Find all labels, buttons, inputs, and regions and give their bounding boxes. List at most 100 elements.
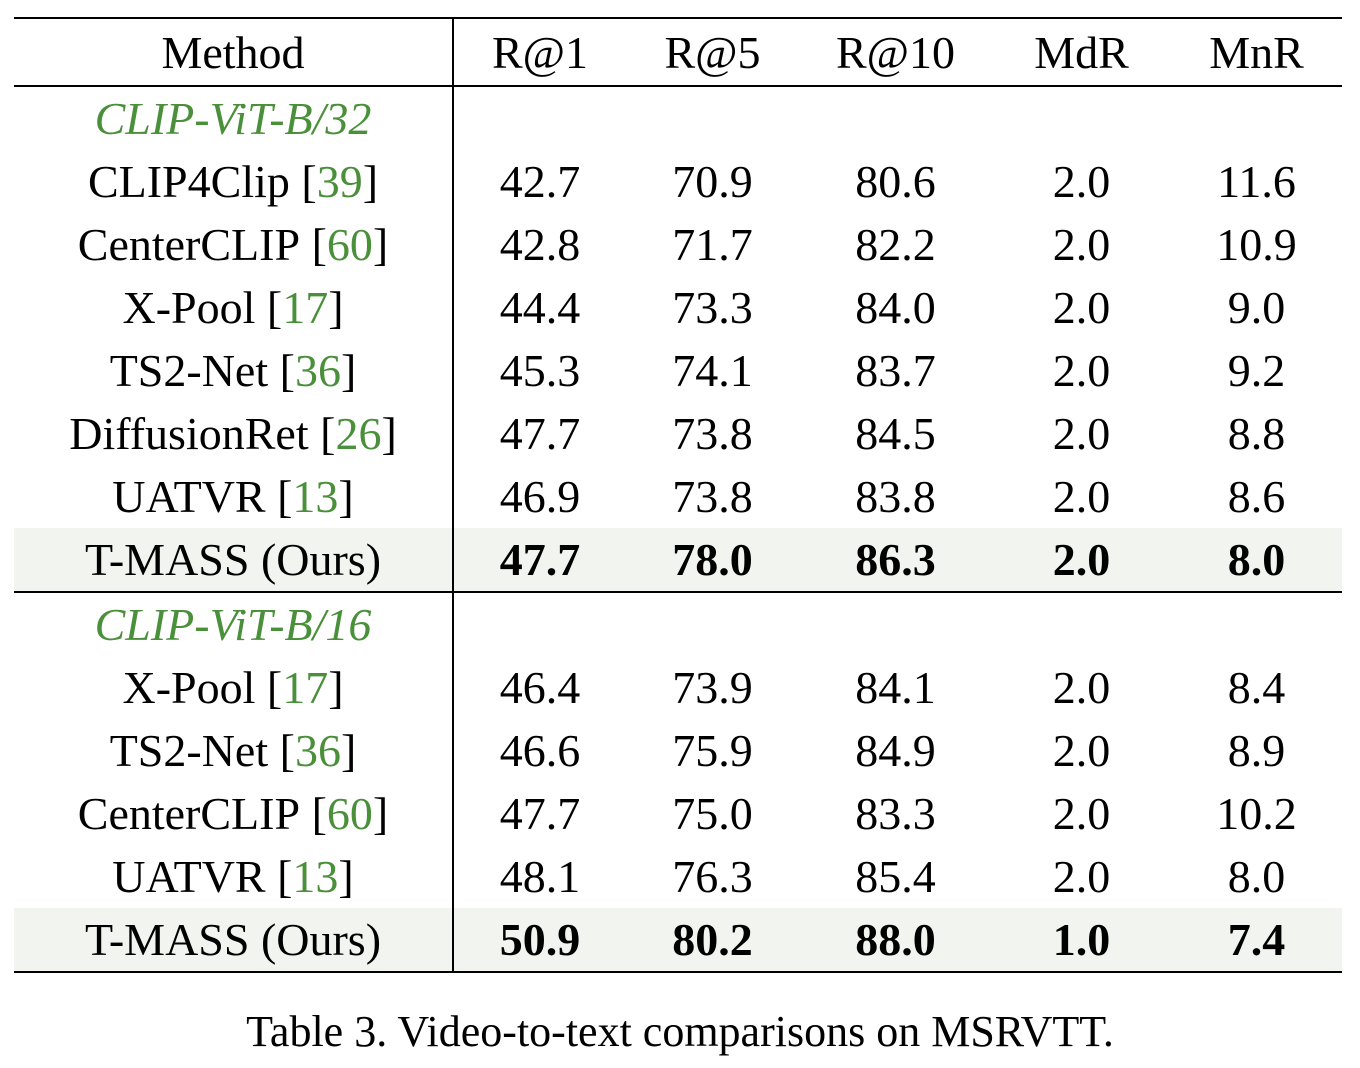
group-row: CLIP-ViT-B/16 bbox=[14, 592, 1342, 656]
value-cell: 73.9 bbox=[672, 662, 753, 713]
table-section: CLIP-ViT-B/16 X-Pool [17] 46.4 73.9 84.1 2.0 8… bbox=[14, 592, 1342, 972]
citation-number: 26 bbox=[335, 408, 382, 459]
value-cell: 84.0 bbox=[855, 282, 936, 333]
data-row: T-MASS (Ours) 47.7 78.0 86.3 2.0 8.0 bbox=[14, 528, 1342, 592]
value-cell: 85.4 bbox=[855, 851, 936, 902]
value-cell: 45.3 bbox=[499, 345, 581, 396]
value-cell: 75.9 bbox=[672, 725, 753, 776]
citation-close: ] bbox=[338, 851, 354, 902]
value-cell: 2.0 bbox=[1052, 788, 1111, 839]
header-row: Method R@1 R@5 R@10 MdR MnR bbox=[14, 18, 1342, 87]
header-cell: R@1 bbox=[453, 18, 626, 87]
value-cell: 86.3 bbox=[799, 528, 992, 592]
value-cell: 9.0 bbox=[1227, 282, 1286, 333]
data-row: CLIP4Clip [39] 42.7 70.9 80.6 2.0 11.6 bbox=[14, 150, 1342, 213]
value-cell: 78.0 bbox=[626, 528, 799, 592]
data-row: X-Pool [17] 46.4 73.9 84.1 2.0 8.4 bbox=[14, 656, 1342, 719]
citation-number: 36 bbox=[294, 345, 341, 396]
results-table: Method R@1 R@5 R@10 MdR MnR CLIP-ViT-B/32 CLIP… bbox=[14, 17, 1342, 973]
value-cell: 74.1 bbox=[672, 345, 753, 396]
citation-open: [ bbox=[279, 345, 295, 396]
value-cell: 2.0 bbox=[1052, 219, 1111, 270]
value-cell: 1.0 bbox=[992, 908, 1171, 972]
method-cell: TS2-Net [36] bbox=[14, 719, 454, 782]
value-cell: 2.0 bbox=[1052, 725, 1111, 776]
value-cell: 47.7 bbox=[499, 408, 581, 459]
value-cell: 73.8 bbox=[672, 471, 753, 522]
citation-close: ] bbox=[372, 219, 389, 270]
citation-close: ] bbox=[328, 662, 344, 713]
value-cell: 88.0 bbox=[799, 908, 992, 972]
caption: Table 3. Video-to-text comparisons on MS… bbox=[246, 1007, 1114, 1056]
header-cell: MdR bbox=[992, 18, 1171, 87]
citation-open: [ bbox=[311, 788, 327, 839]
method-cell: CenterCLIP [60] bbox=[14, 213, 454, 276]
value-cell: 44.4 bbox=[499, 282, 581, 333]
method-cell: X-Pool [17] bbox=[14, 656, 454, 719]
value-cell: 84.1 bbox=[855, 662, 936, 713]
value-cell: 9.2 bbox=[1227, 345, 1286, 396]
method-cell: DiffusionRet [26] bbox=[14, 402, 454, 465]
header-cell: MnR bbox=[1171, 18, 1342, 87]
value-cell: 8.4 bbox=[1227, 662, 1286, 713]
value-cell: 2.0 bbox=[1052, 662, 1111, 713]
citation-open: [ bbox=[301, 156, 317, 207]
method-name: T-MASS (Ours) bbox=[84, 534, 382, 585]
value-cell: 83.3 bbox=[855, 788, 936, 839]
value-cell: 7.4 bbox=[1171, 908, 1342, 972]
citation-number: 13 bbox=[292, 851, 339, 902]
value-cell: 46.4 bbox=[499, 662, 581, 713]
empty-cell bbox=[453, 592, 1342, 656]
citation-close: ] bbox=[338, 471, 354, 522]
data-row: UATVR [13] 46.9 73.8 83.8 2.0 8.6 bbox=[14, 465, 1342, 528]
value-cell: 10.2 bbox=[1216, 788, 1297, 839]
data-row: TS2-Net [36] 46.6 75.9 84.9 2.0 8.9 bbox=[14, 719, 1342, 782]
value-cell: 80.6 bbox=[855, 156, 936, 207]
value-cell: 10.9 bbox=[1216, 219, 1297, 270]
value-cell: 2.0 bbox=[1052, 471, 1111, 522]
method-name: TS2-Net bbox=[109, 345, 269, 396]
data-row: X-Pool [17] 44.4 73.3 84.0 2.0 9.0 bbox=[14, 276, 1342, 339]
method-name: X-Pool bbox=[122, 282, 256, 333]
citation-close: ] bbox=[362, 156, 379, 207]
data-row: TS2-Net [36] 45.3 74.1 83.7 2.0 9.2 bbox=[14, 339, 1342, 402]
value-cell: 2.0 bbox=[1052, 156, 1111, 207]
citation-close: ] bbox=[340, 345, 357, 396]
data-row: T-MASS (Ours) 50.9 80.2 88.0 1.0 7.4 bbox=[14, 908, 1342, 972]
table-header: Method R@1 R@5 R@10 MdR MnR bbox=[14, 18, 1342, 87]
value-cell: 8.6 bbox=[1227, 471, 1286, 522]
value-cell: 50.9 bbox=[453, 908, 626, 972]
citation-open: [ bbox=[266, 282, 283, 333]
value-cell: 82.2 bbox=[855, 219, 936, 270]
method-name: CenterCLIP bbox=[77, 219, 301, 270]
table-section: CLIP-ViT-B/32 CLIP4Clip [39] 42.7 70.9 80.6 2… bbox=[14, 86, 1342, 592]
method-name: DiffusionRet bbox=[69, 408, 309, 459]
value-cell: 47.7 bbox=[453, 528, 626, 592]
citation-open: [ bbox=[311, 219, 327, 270]
value-cell: 46.9 bbox=[499, 471, 581, 522]
method-name: CenterCLIP bbox=[77, 788, 301, 839]
citation-open: [ bbox=[277, 471, 293, 522]
group-cell: CLIP-ViT-B/32 bbox=[14, 86, 454, 150]
value-cell: 84.5 bbox=[855, 408, 936, 459]
group-label: CLIP-ViT-B/32 bbox=[94, 93, 372, 144]
header-cell: Method bbox=[14, 18, 454, 87]
value-cell: 11.6 bbox=[1217, 156, 1296, 207]
method-name: TS2-Net bbox=[109, 725, 269, 776]
header-cell: R@5 bbox=[626, 18, 799, 87]
value-cell: 75.0 bbox=[672, 788, 753, 839]
value-cell: 2.0 bbox=[1052, 408, 1111, 459]
value-cell: 73.3 bbox=[672, 282, 753, 333]
method-cell: UATVR [13] bbox=[14, 845, 454, 908]
citation-number: 60 bbox=[326, 219, 373, 270]
citation-number: 17 bbox=[282, 282, 329, 333]
value-cell: 83.8 bbox=[855, 471, 936, 522]
value-cell: 73.8 bbox=[672, 408, 753, 459]
value-cell: 2.0 bbox=[1052, 282, 1111, 333]
method-name: UATVR bbox=[112, 851, 266, 902]
citation-open: [ bbox=[277, 851, 293, 902]
citation-close: ] bbox=[372, 788, 389, 839]
citation-close: ] bbox=[381, 408, 397, 459]
citation-open: [ bbox=[320, 408, 336, 459]
data-row: CenterCLIP [60] 42.8 71.7 82.2 2.0 10.9 bbox=[14, 213, 1342, 276]
